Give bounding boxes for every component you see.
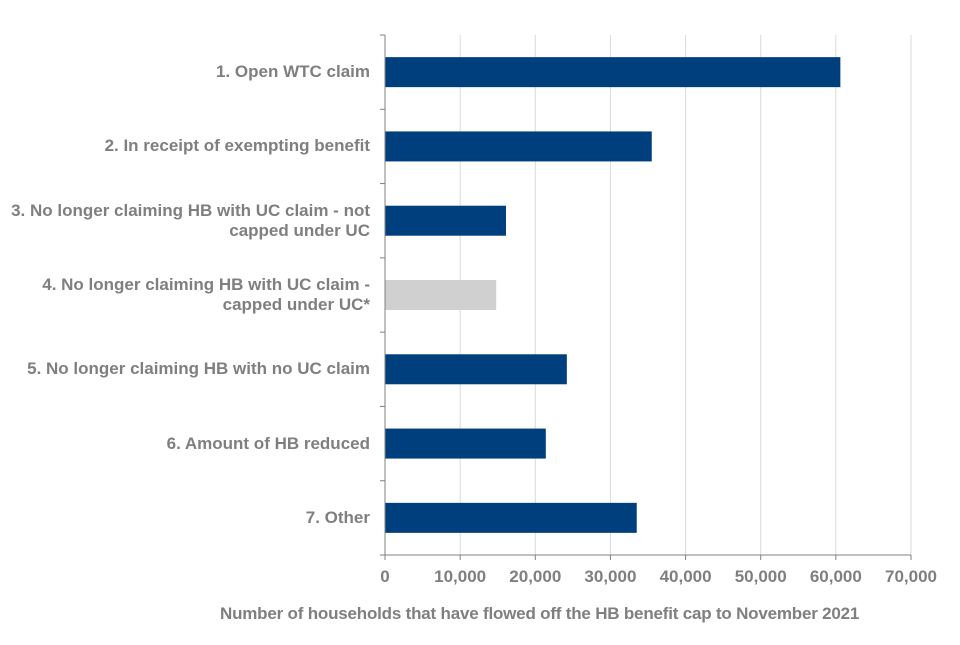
bar	[385, 280, 497, 310]
bar	[385, 354, 567, 385]
bar	[385, 57, 841, 88]
x-tick-label: 10,000	[434, 567, 487, 586]
category-label: 6. Amount of HB reduced	[166, 433, 370, 453]
x-axis-title: Number of households that have flowed of…	[220, 604, 860, 623]
x-tick-label: 0	[380, 567, 390, 586]
x-tick-label: 50,000	[734, 567, 787, 586]
bar	[385, 428, 546, 459]
category-label: 5. No longer claiming HB with no UC clai…	[27, 359, 370, 379]
x-tick-label: 30,000	[584, 567, 637, 586]
x-tick-label: 20,000	[509, 567, 562, 586]
x-tick-label: 60,000	[809, 567, 862, 586]
category-label: 2. In receipt of exempting benefit	[104, 136, 370, 156]
category-label: 3. No longer claiming HB with UC claim -…	[11, 200, 370, 240]
category-label: 4. No longer claiming HB with UC claim -…	[42, 275, 370, 314]
bar	[385, 502, 637, 533]
category-label: 1. Open WTC claim	[216, 62, 370, 82]
category-label: 7. Other	[305, 507, 370, 527]
bar	[385, 205, 506, 236]
bar	[385, 131, 652, 162]
x-tick-label: 40,000	[659, 567, 712, 586]
x-tick-label: 70,000	[885, 567, 937, 586]
